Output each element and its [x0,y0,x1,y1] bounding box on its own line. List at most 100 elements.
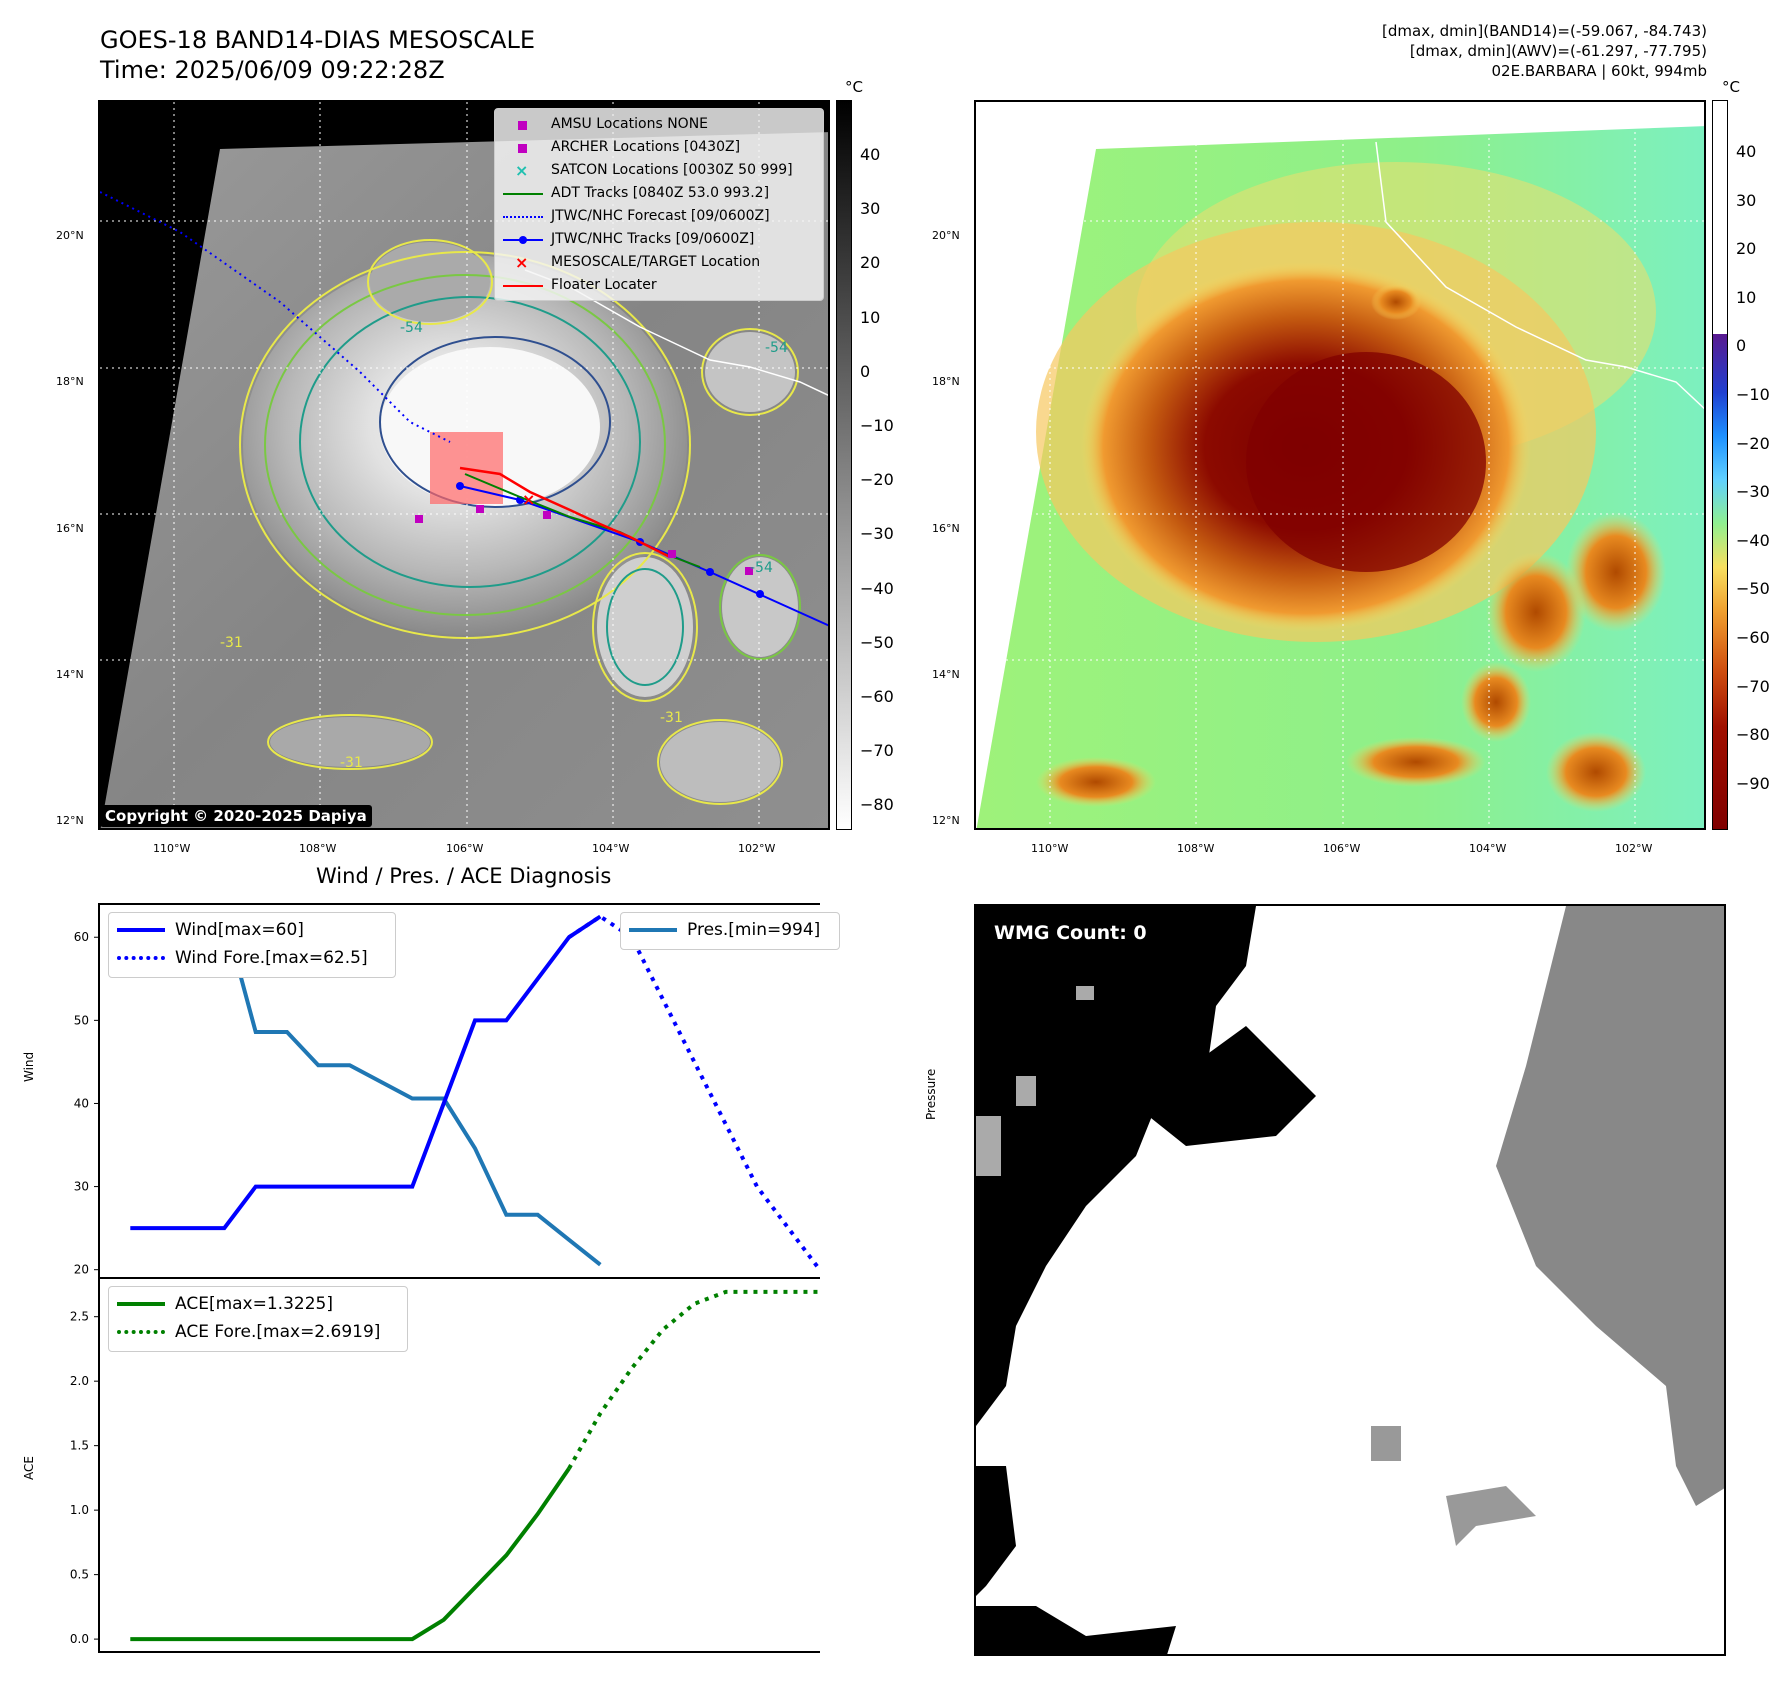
lon-label: 110°W [153,842,191,855]
info-storm: 02E.BARBARA | 60kt, 994mb [1491,62,1707,80]
ace-axis-tick-label: 2.0 [70,1374,89,1388]
lat-label: 16°N [932,522,960,535]
lon-label: 110°W [1031,842,1069,855]
colorbar-tick-label: −40 [1736,530,1770,550]
lat-label: 12°N [932,814,960,827]
lat-label: 14°N [932,668,960,681]
svg-text:×: × [522,490,535,509]
awv-colorbar [1712,100,1728,830]
lon-label: 104°W [592,842,630,855]
colorbar-tick-label: −10 [860,416,894,435]
map-legend: AMSU Locations NONE ARCHER Locations [043… [494,108,824,301]
ir-map-svg: × -54 -54 -31 -31 -31 -54 [100,102,828,828]
lat-label: 16°N [56,522,84,535]
wind-forecast-series-line [567,914,820,1271]
colorbar-tick-label: −30 [1736,482,1770,502]
lon-label: 102°W [1615,842,1653,855]
colorbar-tick-label: 30 [860,199,881,219]
wind-axis-tick-label: 50 [74,1013,89,1027]
wind-axis-tick-label: 40 [74,1096,89,1110]
info-band14: [dmax, dmin](BAND14)=(-59.067, -84.743) [1382,22,1707,40]
legend-item: ADT Tracks [0840Z 53.0 993.2] [503,182,815,205]
legend-label: AMSU Locations NONE [551,116,709,132]
colorbar-tick-label: −20 [1736,433,1770,453]
ace-axes-frame [98,1277,820,1653]
legend-label: ADT Tracks [0840Z 53.0 993.2] [551,185,770,201]
legend-swatch [117,928,165,932]
contour-label: -54 [765,340,788,356]
wind-legend: Wind[max=60] Wind Fore.[max=62.5] [108,912,396,978]
ace-series-line [130,1467,571,1642]
legend-label: ACE[max=1.3225] [175,1294,333,1314]
lat-label: 12°N [56,814,84,827]
colorbar-tick-label: −20 [860,470,894,490]
legend-swatch [503,141,543,155]
lon-label: 106°W [446,842,484,855]
contour-label: -31 [340,755,363,771]
lon-label: 106°W [1323,842,1361,855]
ir-colorbar [836,100,852,830]
legend-label: Floater Locater [551,277,657,293]
lon-label: 102°W [738,842,776,855]
legend-swatch [503,210,543,224]
ace-axis-tick-label: 1.5 [70,1439,89,1453]
contour-label: -54 [750,560,773,576]
legend-swatch [503,233,543,247]
colorbar-tick-label: −40 [860,578,894,598]
legend-item: AMSU Locations NONE [503,113,815,136]
contour-label: -31 [220,635,243,651]
diagnosis-chart: 203040506099510001005101010150.00.51.01.… [70,903,820,1653]
lon-label: 108°W [299,842,337,855]
colorbar-tick-label: −90 [1736,773,1770,793]
lat-label: 14°N [56,668,84,681]
colorbar-tick-label: 40 [860,145,881,164]
ace-axis-tick-label: 1.0 [70,1503,89,1517]
contour-label: -54 [400,320,423,336]
lon-label: 108°W [1177,842,1215,855]
legend-item: Wind Fore.[max=62.5] [117,944,387,972]
legend-swatch [117,1330,165,1334]
legend-item: ARCHER Locations [0430Z] [503,136,815,159]
colorbar-tick-label: 10 [860,307,881,327]
pressure-legend: Pres.[min=994] [620,912,840,950]
lat-label: 20°N [56,229,84,242]
awv-map-panel [974,100,1706,830]
legend-item: JTWC/NHC Forecast [09/0600Z] [503,205,815,228]
ir-colorbar-unit: °C [845,78,863,96]
legend-label: JTWC/NHC Forecast [09/0600Z] [551,208,770,224]
figure-title: GOES-18 BAND14-DIAS MESOSCALE [100,26,536,54]
legend-label: Wind[max=60] [175,920,304,940]
colorbar-tick-label: 0 [1736,336,1747,356]
ace-axis-tick-label: 0.0 [70,1632,89,1646]
contour-label: -31 [660,710,683,726]
wind-axis-tick-label: 20 [74,1263,89,1277]
lat-label: 18°N [56,375,84,388]
awv-map-svg [976,102,1704,828]
awv-colorbar-unit: °C [1722,78,1740,96]
colorbar-tick-label: 30 [1736,190,1757,210]
ace-axis-tick-label: 2.5 [70,1310,89,1324]
legend-label: Pres.[min=994] [687,920,821,940]
diagnosis-title: Wind / Pres. / ACE Diagnosis [316,864,612,888]
colorbar-tick-label: 10 [1736,287,1757,307]
legend-label: Wind Fore.[max=62.5] [175,948,368,968]
legend-item: Floater Locater [503,274,815,297]
wmg-mask-svg [976,906,1724,1654]
legend-label: SATCON Locations [0030Z 50 999] [551,162,793,178]
legend-swatch: × [515,252,529,272]
ace-axis-label: ACE [22,1456,36,1480]
wind-axis-tick-label: 30 [74,1180,89,1194]
colorbar-tick-label: −30 [860,524,894,544]
wind-series-line [130,914,602,1231]
legend-item: JTWC/NHC Tracks [09/0600Z] [503,228,815,251]
wmg-panel: WMG Count: 0 [974,904,1726,1656]
wmg-count-label: WMG Count: 0 [994,922,1147,944]
lat-label: 18°N [932,375,960,388]
legend-item: Pres.[min=994] [629,916,831,944]
legend-swatch [629,928,677,932]
legend-item: ACE[max=1.3225] [117,1290,399,1318]
pressure-axis-label: Pressure [924,1068,938,1120]
wind-axis-label: Wind [22,1051,36,1082]
colorbar-tick-label: −60 [1736,628,1770,647]
